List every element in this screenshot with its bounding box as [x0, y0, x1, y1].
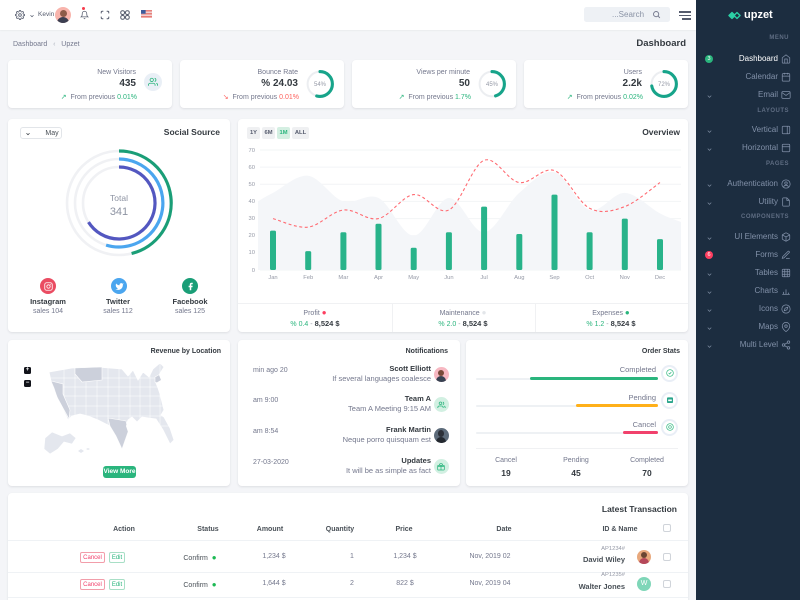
svg-text:Apr: Apr — [374, 275, 383, 281]
svg-text:0: 0 — [252, 268, 255, 274]
svg-text:30: 30 — [249, 216, 255, 222]
svg-text:Feb: Feb — [303, 275, 313, 281]
svg-text:10: 10 — [249, 250, 255, 256]
svg-text:Jan: Jan — [268, 275, 277, 281]
svg-text:20: 20 — [249, 233, 255, 239]
svg-text:45%: 45% — [486, 82, 499, 88]
svg-text:Jun: Jun — [444, 275, 453, 281]
svg-text:72%: 72% — [658, 82, 671, 88]
svg-text:40: 40 — [249, 199, 255, 205]
svg-text:May: May — [408, 275, 419, 281]
svg-text:50: 50 — [249, 182, 255, 188]
svg-text:60: 60 — [249, 165, 255, 171]
svg-text:Mar: Mar — [338, 275, 348, 281]
svg-text:Dec: Dec — [655, 275, 665, 281]
svg-text:70: 70 — [249, 148, 255, 154]
svg-text:Sep: Sep — [549, 275, 559, 281]
svg-text:Oct: Oct — [585, 275, 594, 281]
svg-text:54%: 54% — [314, 82, 327, 88]
svg-text:341: 341 — [110, 206, 128, 218]
svg-text:Jul: Jul — [480, 275, 487, 281]
svg-text:Total: Total — [110, 193, 128, 203]
svg-text:Aug: Aug — [514, 275, 524, 281]
svg-text:Nov: Nov — [620, 275, 630, 281]
